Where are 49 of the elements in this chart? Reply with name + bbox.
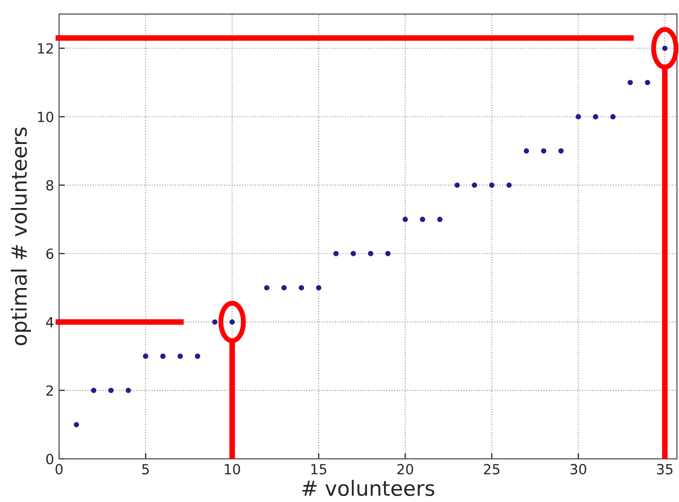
x-axis-title: # volunteers <box>302 480 434 496</box>
point <box>264 285 270 290</box>
x-tick-label: 10 <box>224 464 240 474</box>
point <box>592 114 598 120</box>
point <box>541 148 546 154</box>
point <box>74 422 80 428</box>
point <box>281 285 287 290</box>
y-axis-title: optimal # volunteers <box>10 127 31 346</box>
point <box>628 80 633 86</box>
point <box>420 216 426 222</box>
point <box>610 114 616 120</box>
y-tick-label: 2 <box>46 385 53 396</box>
point <box>298 285 304 290</box>
x-tick-label: 35 <box>657 464 672 474</box>
point <box>489 182 494 188</box>
point <box>437 216 443 222</box>
point <box>212 319 218 325</box>
point <box>316 285 322 290</box>
point <box>142 354 148 359</box>
point <box>385 250 391 256</box>
x-tick-label: 20 <box>397 464 414 474</box>
point <box>108 388 114 394</box>
point <box>472 182 478 188</box>
x-tick-label: 25 <box>484 464 500 474</box>
x-tick-label: 30 <box>570 464 586 474</box>
y-tick-label: 8 <box>46 180 54 191</box>
point <box>160 354 166 359</box>
point <box>524 148 530 154</box>
point <box>644 80 650 86</box>
y-tick-label: 6 <box>46 248 54 260</box>
point <box>178 354 183 359</box>
y-tick-label: 0 <box>46 454 54 464</box>
x-tick-label: 15 <box>311 464 326 474</box>
point <box>506 182 512 188</box>
y-tick-label: 10 <box>38 112 54 122</box>
point <box>402 216 408 222</box>
point <box>454 182 460 188</box>
y-tick-label: 12 <box>38 43 53 54</box>
point <box>368 250 374 256</box>
point <box>91 388 96 394</box>
point <box>126 388 131 394</box>
point <box>558 148 564 154</box>
point <box>194 354 200 359</box>
x-tick-label: 5 <box>142 464 149 474</box>
point <box>333 250 339 256</box>
y-tick-label: 4 <box>46 317 54 328</box>
point <box>576 114 581 120</box>
x-tick-label: 0 <box>56 464 63 474</box>
point <box>350 250 356 256</box>
